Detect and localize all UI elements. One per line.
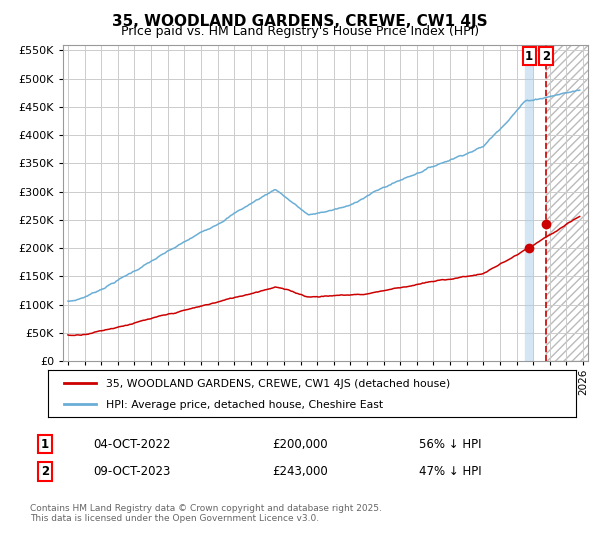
Text: 09-OCT-2023: 09-OCT-2023	[94, 465, 170, 478]
Text: 56% ↓ HPI: 56% ↓ HPI	[419, 437, 481, 451]
Text: 2: 2	[41, 465, 49, 478]
Text: 1: 1	[525, 50, 533, 63]
Text: 1: 1	[41, 437, 49, 451]
Text: £200,000: £200,000	[272, 437, 328, 451]
Text: 47% ↓ HPI: 47% ↓ HPI	[419, 465, 481, 478]
Text: Contains HM Land Registry data © Crown copyright and database right 2025.
This d: Contains HM Land Registry data © Crown c…	[30, 504, 382, 524]
Text: £243,000: £243,000	[272, 465, 328, 478]
Text: 2: 2	[542, 50, 550, 63]
Text: 04-OCT-2022: 04-OCT-2022	[93, 437, 171, 451]
Text: 35, WOODLAND GARDENS, CREWE, CW1 4JS (detached house): 35, WOODLAND GARDENS, CREWE, CW1 4JS (de…	[106, 379, 451, 389]
Text: Price paid vs. HM Land Registry's House Price Index (HPI): Price paid vs. HM Land Registry's House …	[121, 25, 479, 38]
Text: 35, WOODLAND GARDENS, CREWE, CW1 4JS: 35, WOODLAND GARDENS, CREWE, CW1 4JS	[112, 14, 488, 29]
Bar	[546, 45, 592, 361]
Text: HPI: Average price, detached house, Cheshire East: HPI: Average price, detached house, Ches…	[106, 400, 383, 410]
